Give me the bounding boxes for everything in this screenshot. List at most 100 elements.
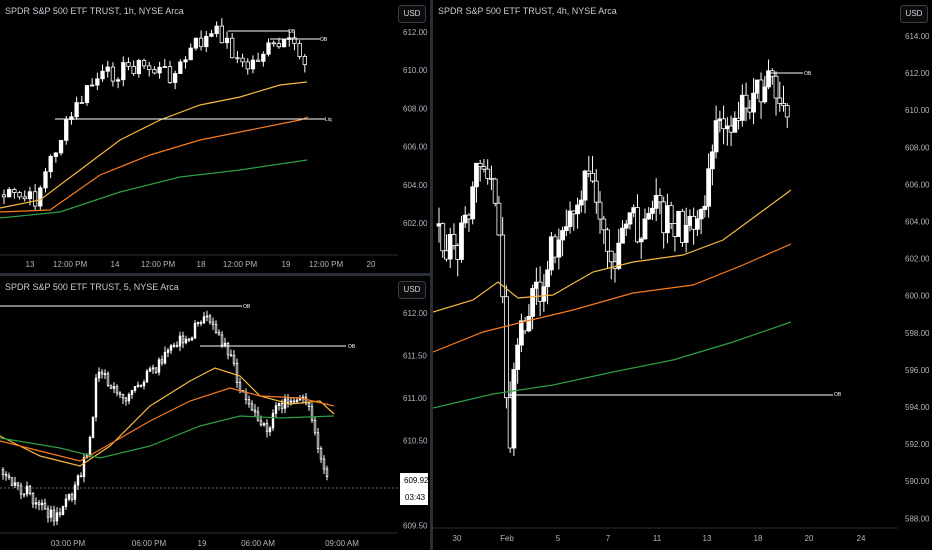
candle-body (46, 508, 50, 518)
candle-body (61, 506, 65, 515)
time-tick-label: 18 (754, 534, 763, 543)
candle-body (773, 75, 779, 99)
candle-body (196, 322, 200, 324)
candle-body (702, 205, 708, 210)
ob-level-label: OB (834, 392, 842, 398)
candle-body (784, 105, 790, 118)
candle-body (151, 367, 155, 370)
moving-average-fast (433, 189, 792, 313)
last-price-tag (400, 473, 428, 505)
liq-level-label: Liq (325, 117, 332, 123)
candle-body (183, 59, 188, 63)
candle-body (276, 43, 282, 48)
pane-divider-vertical[interactable] (430, 0, 433, 550)
currency-button[interactable]: USD (398, 281, 426, 299)
symbol-title-5m: SPDR S&P 500 ETF TRUST, 5, NYSE Arca (5, 282, 179, 292)
candle-body (274, 405, 278, 414)
price-tick-label: 610.00 (905, 106, 930, 115)
candle-body (17, 192, 22, 198)
candle-body (199, 322, 203, 324)
candle-body (147, 65, 152, 70)
price-tick-label: 590.00 (905, 477, 930, 486)
candle-body (590, 173, 595, 182)
candle-body (10, 477, 14, 486)
time-tick-label: 03:00 PM (51, 539, 86, 548)
chart-canvas-4h[interactable]: 614.00 612.00 610.00 608.00 606.00 604.00 602.… (433, 0, 932, 550)
candle-body (255, 59, 261, 62)
candle-body (49, 509, 53, 518)
candle-body (130, 390, 134, 395)
candle-body (188, 47, 193, 61)
candle-body (518, 320, 524, 346)
moving-average-fast (0, 81, 308, 209)
candle-body (121, 394, 125, 399)
candle-body (152, 69, 157, 74)
time-tick-label: 7 (606, 534, 611, 543)
candle-body (271, 412, 275, 429)
currency-button[interactable]: USD (398, 5, 426, 23)
time-tick-label: 09:00 AM (325, 539, 359, 548)
candle-body (224, 37, 230, 44)
candle-body (777, 97, 783, 104)
candle-body (515, 344, 521, 370)
candle-body (310, 406, 314, 421)
candle-body (530, 288, 536, 317)
candle-body (220, 334, 224, 346)
candle-body (121, 62, 126, 81)
candle-body (597, 201, 603, 220)
price-tick-label: 604.00 (905, 218, 930, 227)
price-tick-label: 614.00 (905, 32, 930, 41)
chart-pane-1h[interactable]: 612.00 610.00 608.00 606.00 604.00 602.00 13 1… (0, 0, 430, 273)
candle-body (451, 234, 457, 246)
candle-body (27, 191, 33, 200)
time-axis-1h[interactable]: 13 12:00 PM 14 12:00 PM 18 12:00 PM 19 12:00 PM… (0, 254, 398, 269)
candle-body (316, 432, 320, 449)
candle-body (19, 485, 23, 495)
candle-body (485, 168, 491, 179)
price-tick-label: 606.00 (403, 143, 428, 152)
candle-body (202, 316, 206, 324)
price-tick-label: 600.00 (905, 292, 930, 301)
candle-body (160, 359, 164, 364)
candle-body (477, 162, 483, 168)
candle-body (470, 186, 476, 220)
candle-body (34, 502, 38, 505)
candle-body (751, 92, 756, 113)
time-axis-4h[interactable]: 30 Feb 5 7 11 13 18 20 24 (433, 527, 898, 543)
price-tick-label: 588.00 (905, 514, 930, 523)
candle-body (55, 512, 59, 522)
candle-body (7, 475, 11, 478)
candle-body (12, 189, 17, 193)
price-tick-label: 611.50 (403, 352, 427, 361)
bar-countdown: 03:43 (405, 493, 426, 502)
candle-body (292, 37, 297, 44)
moving-average-slow (433, 321, 792, 409)
price-tick-label: 608.00 (905, 143, 930, 152)
pane-divider-horizontal[interactable] (0, 273, 430, 276)
candle-body (187, 338, 191, 341)
candle-body (582, 170, 588, 201)
price-axis-1h[interactable]: 612.00 610.00 608.00 606.00 604.00 602.00 (403, 28, 428, 228)
time-axis-5m[interactable]: 03:00 PM 06:00 PM 19 06:00 AM 09:00 AM (0, 532, 398, 548)
candle-body (283, 398, 287, 409)
price-tick-label: 610.00 (403, 66, 428, 75)
candle-body (58, 512, 62, 515)
candle-body (133, 386, 137, 391)
candle-body (145, 370, 149, 383)
price-axis-4h[interactable]: 614.00 612.00 610.00 608.00 606.00 604.00 602.… (905, 32, 930, 523)
time-tick-label: 14 (111, 260, 120, 269)
candle-body (259, 420, 263, 426)
chart-pane-4h[interactable]: 614.00 612.00 610.00 608.00 606.00 604.00 602.… (433, 0, 932, 550)
candle-body (292, 400, 296, 403)
candle-body (40, 502, 44, 506)
time-tick-label: 20 (805, 534, 814, 543)
price-tick-label: 612.00 (403, 28, 428, 37)
candle-body (563, 226, 569, 231)
candle-body (124, 397, 128, 402)
currency-button[interactable]: USD (900, 5, 928, 23)
candle-body (575, 204, 580, 215)
candle-body (136, 384, 140, 387)
